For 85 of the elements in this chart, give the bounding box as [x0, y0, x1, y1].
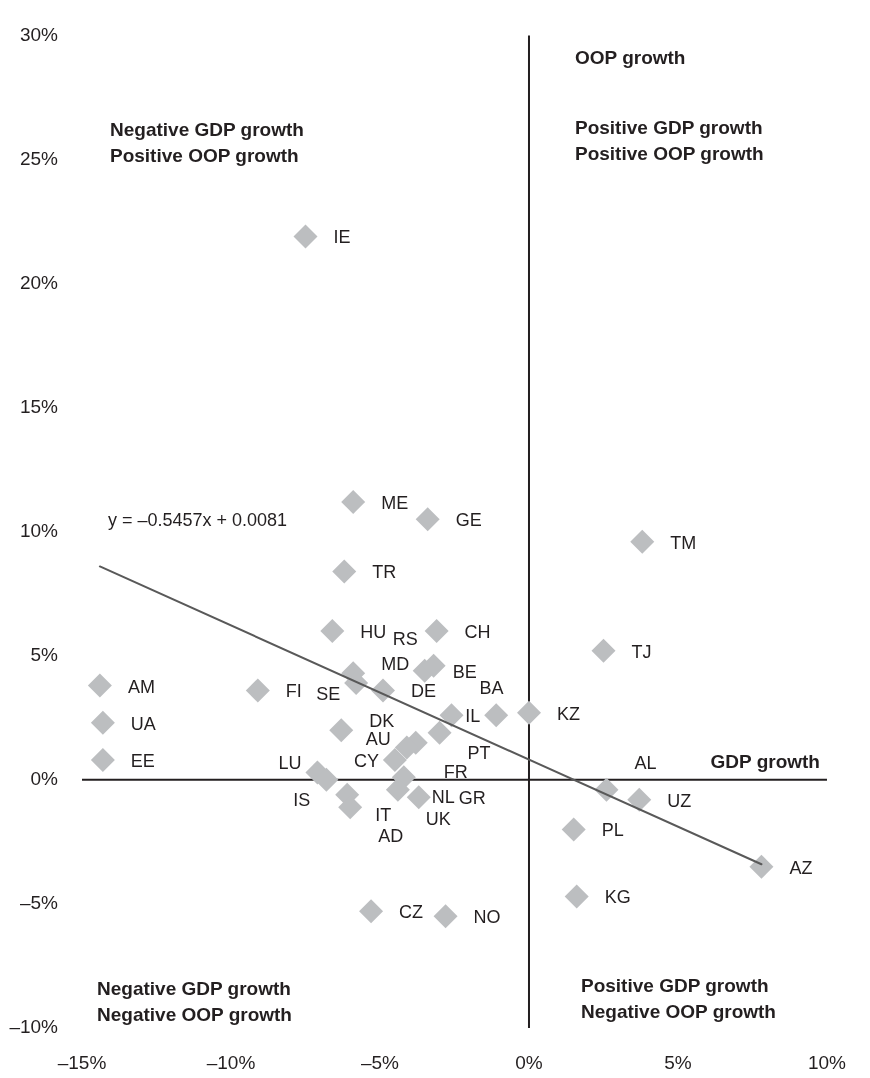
y-tick-label: 5%: [30, 644, 59, 666]
annotation: UK: [425, 808, 451, 829]
point: [385, 777, 410, 802]
y-tick-label: 15%: [19, 395, 59, 417]
annotation: IE: [333, 227, 351, 248]
annotation: FI: [285, 681, 302, 702]
y-tick-label: 30%: [19, 23, 59, 45]
point: [320, 618, 345, 643]
annotation: UA: [130, 713, 156, 734]
x-tick-label: –10%: [206, 1051, 256, 1073]
annotation: RS: [392, 628, 418, 649]
annotation: IT: [375, 804, 392, 825]
annotation: SE: [316, 684, 341, 705]
annotation: GE: [455, 510, 482, 531]
point: [293, 224, 318, 249]
point: [341, 489, 366, 514]
annotation: KZ: [556, 703, 581, 724]
point: [564, 884, 589, 909]
point: [90, 748, 115, 772]
annotation: AM: [127, 676, 155, 697]
annotation: DE: [410, 681, 436, 702]
y-tick-label: 10%: [19, 519, 59, 541]
y-tick-label: –5%: [19, 892, 59, 914]
annotation: NL: [431, 787, 455, 808]
annotation: AL: [634, 752, 657, 773]
ref-line-label: OOP growth: [574, 46, 686, 68]
annotation: AZ: [789, 857, 813, 878]
point: [427, 720, 452, 745]
x-tick-label: 0%: [515, 1051, 543, 1073]
y-tick-label: 20%: [19, 271, 59, 293]
y-tick-label: –10%: [9, 1016, 59, 1038]
point: [630, 529, 655, 554]
x-tick-label: –5%: [360, 1051, 400, 1073]
annotation: ME: [381, 492, 409, 513]
annotation: CH: [464, 621, 491, 642]
annotation: UZ: [667, 790, 692, 811]
point: [415, 507, 440, 532]
point: [332, 559, 357, 584]
point: [359, 899, 384, 924]
point: [329, 718, 354, 743]
annotation: IS: [293, 789, 311, 810]
annotation: BA: [479, 678, 504, 699]
point: [87, 673, 112, 698]
point: [245, 678, 270, 703]
point: [439, 703, 464, 728]
ref-line-label: GDP growth: [710, 751, 820, 773]
annotation: Negative GDP growth Negative OOP growth: [97, 978, 292, 1026]
annotation: NO: [473, 907, 501, 928]
y-tick-label: 0%: [30, 768, 59, 790]
annotation: CZ: [399, 902, 424, 923]
annotation: PL: [601, 820, 624, 841]
point: [433, 904, 458, 929]
x-tick-label: 5%: [664, 1051, 692, 1073]
annotation: AD: [378, 826, 404, 847]
point: [90, 710, 115, 735]
x-tick-label: –15%: [57, 1051, 107, 1073]
annotation: TJ: [631, 641, 652, 662]
annotation: KG: [604, 887, 631, 908]
annotation: Negative GDP growth Positive OOP growth: [110, 118, 304, 166]
point: [516, 700, 541, 725]
annotation: HU: [360, 621, 387, 642]
annotation: PT: [467, 742, 491, 763]
annotation: GR: [458, 788, 486, 809]
point: [424, 618, 449, 643]
point: [406, 785, 431, 810]
y-tick-label: 25%: [19, 147, 59, 169]
annotation: MD: [381, 654, 410, 675]
x-tick-label: 10%: [807, 1051, 847, 1073]
annotation: Positive GDP growth Negative OOP growth: [580, 975, 776, 1023]
point: [382, 748, 407, 772]
annotation: CY: [353, 750, 379, 771]
annotation: IL: [465, 706, 481, 727]
annotation: BE: [452, 661, 477, 682]
annotation: EE: [130, 750, 155, 771]
annotation: y = –0.5457x + 0.0081: [107, 510, 288, 531]
annotation: FR: [443, 761, 468, 782]
annotation: LU: [278, 753, 302, 774]
point: [484, 703, 509, 728]
point: [561, 817, 586, 842]
annotation: Positive GDP growth Positive OOP growth: [574, 116, 764, 164]
point: [627, 787, 652, 812]
point: [749, 854, 774, 879]
point: [591, 638, 616, 663]
annotation: TM: [670, 532, 697, 553]
annotation: TR: [372, 562, 397, 583]
